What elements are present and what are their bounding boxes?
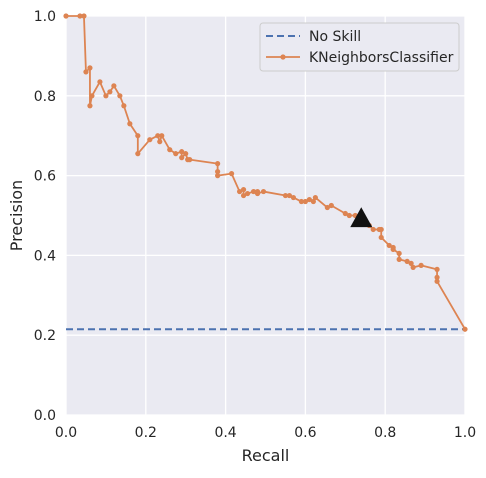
knn-point — [408, 260, 414, 266]
knn-point — [173, 151, 179, 157]
knn-point — [167, 147, 173, 153]
x-tick-label: 0.0 — [55, 425, 77, 441]
y-axis-label: Precision — [7, 180, 26, 251]
knn-point — [179, 155, 185, 161]
knn-point — [97, 79, 103, 85]
knn-point — [260, 188, 267, 195]
knn-point — [63, 13, 69, 19]
knn-point — [77, 13, 83, 19]
knn-point — [135, 133, 141, 139]
knn-point — [187, 157, 193, 163]
series-layer — [63, 13, 468, 332]
knn-point — [87, 65, 93, 71]
plot-background — [66, 16, 465, 415]
knn-point — [324, 204, 330, 211]
knn-point — [244, 190, 251, 197]
legend-knn-dot — [280, 54, 286, 60]
knn-point — [410, 264, 416, 270]
knn-point — [236, 188, 243, 195]
knn-point — [250, 188, 257, 195]
knn-point — [215, 173, 221, 179]
knn-point — [228, 171, 235, 177]
knn-point — [290, 194, 297, 201]
knn-point — [240, 192, 247, 199]
knn-point — [117, 93, 123, 99]
knn-point — [298, 198, 305, 205]
y-tick-label: 0.6 — [34, 169, 56, 185]
x-tick-label: 1.0 — [454, 425, 476, 441]
knn-point — [370, 226, 376, 233]
knn-point — [103, 93, 109, 99]
y-tick-label: 1.0 — [34, 9, 56, 25]
knn-point — [312, 194, 318, 201]
knn-point — [254, 190, 261, 197]
knn-point — [135, 151, 141, 157]
knn-point — [89, 93, 95, 99]
x-tick-label: 0.4 — [214, 425, 236, 441]
x-axis-label: Recall — [242, 446, 290, 465]
knn-point — [418, 262, 424, 268]
knn-point — [462, 326, 468, 332]
y-tick-label: 0.4 — [34, 248, 56, 264]
knn-point — [434, 266, 440, 272]
knn-point — [404, 258, 410, 264]
legend-knn-label: KNeighborsClassifier — [309, 50, 454, 66]
knn-point — [282, 192, 289, 199]
knn-point — [159, 133, 165, 139]
knn-point — [302, 198, 308, 205]
y-tick-label: 0.2 — [34, 328, 56, 344]
knn-point — [111, 83, 117, 89]
x-tick-label: 0.8 — [374, 425, 396, 441]
legend: No Skill KNeighborsClassifier — [259, 22, 460, 72]
knn-point — [121, 103, 127, 109]
legend-no-skill-label: No Skill — [309, 29, 361, 45]
knn-point — [328, 202, 334, 209]
knn-point — [215, 169, 221, 175]
knn-point — [306, 196, 312, 203]
knn-point — [179, 149, 185, 155]
legend-box — [259, 22, 460, 72]
knn-point — [147, 137, 153, 143]
knn-point — [390, 246, 396, 253]
grid-lines — [65, 15, 466, 416]
knn-point — [183, 151, 189, 157]
knn-point — [286, 192, 293, 199]
knn-point — [240, 186, 247, 193]
knn-point — [83, 69, 89, 75]
marker-layer — [350, 207, 373, 228]
knn-point — [396, 256, 402, 262]
knn-point — [81, 13, 87, 19]
y-tick-label: 0.0 — [34, 408, 56, 424]
knn-point — [342, 210, 348, 217]
y-tick-label: 0.8 — [34, 89, 56, 105]
knn-point — [87, 103, 93, 109]
knn-point — [434, 274, 440, 280]
knn-point — [396, 250, 402, 257]
knn-point — [346, 212, 352, 219]
x-tick-label: 0.6 — [294, 425, 316, 441]
knn-point — [434, 278, 440, 284]
tick-labels: 0.0 0.2 0.4 0.6 0.8 1.0 0.0 0.2 0.4 0.6 0.8 1.0 — [34, 9, 476, 441]
knn-point — [386, 242, 392, 249]
knn-point — [127, 121, 133, 127]
knn-point — [310, 198, 316, 205]
x-tick-label: 0.2 — [135, 425, 157, 441]
knn-point — [215, 161, 221, 167]
knn-point — [107, 89, 113, 95]
knn-point — [155, 133, 161, 139]
knn-point — [378, 234, 384, 241]
knn-point — [157, 139, 163, 145]
best-threshold-marker — [350, 207, 373, 228]
knn-point — [378, 226, 384, 233]
